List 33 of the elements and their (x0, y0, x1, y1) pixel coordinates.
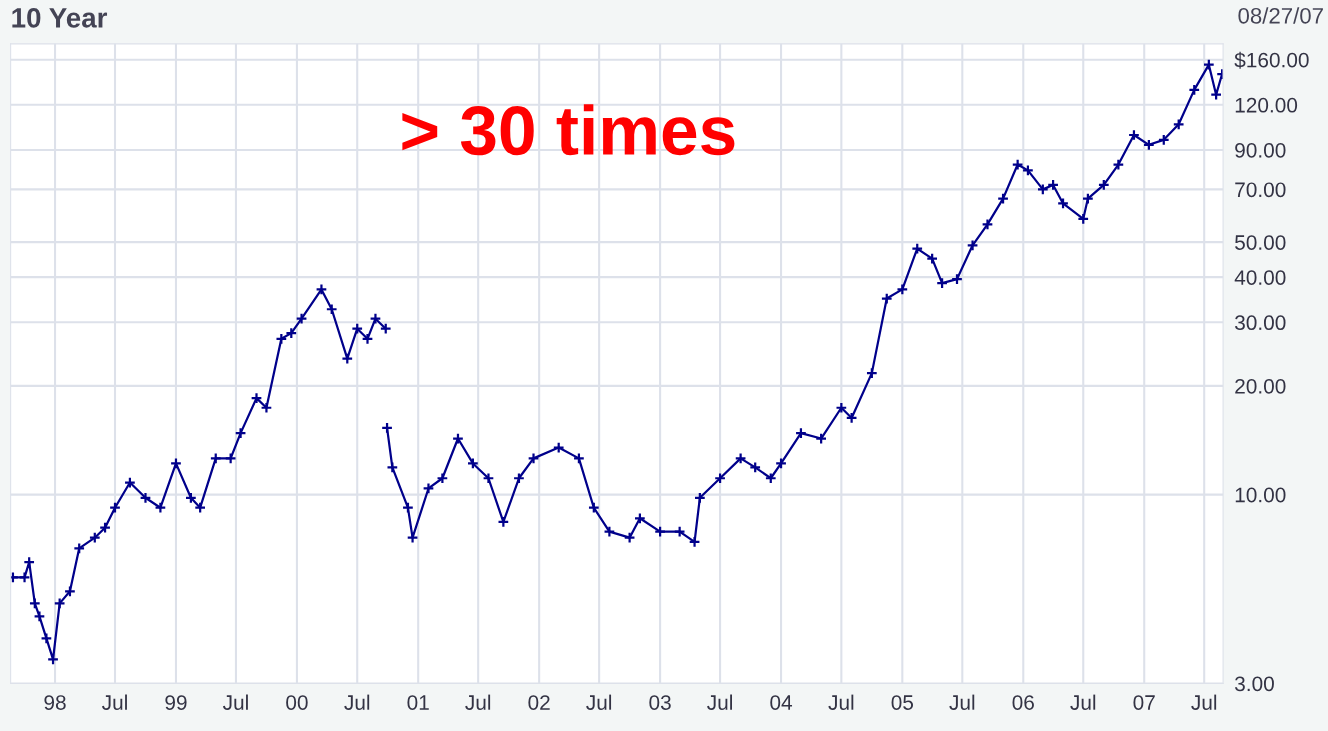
y-tick-label: 50.00 (1235, 235, 1286, 250)
y-tick-label: 3.00 (1234, 676, 1274, 692)
x-tick-label: 03 (649, 695, 671, 710)
x-tick-label: Jul (1191, 694, 1217, 710)
x-tick-label: Jul (102, 694, 127, 710)
x-tick-label: 99 (165, 695, 187, 710)
text: 08/27/07 (1238, 7, 1323, 24)
x-tick-label: 01 (407, 695, 429, 710)
x-tick-label: Jul (586, 694, 612, 710)
y-tick-label: $160.00 (1234, 51, 1309, 69)
x-tick-label: Jul (949, 694, 975, 710)
x-tick-label: Jul (828, 694, 854, 710)
x-tick-label: 04 (770, 695, 793, 710)
y-tick-label: 120.00 (1235, 97, 1298, 113)
x-tick-label: 02 (528, 695, 550, 710)
y-tick-label: 40.00 (1234, 270, 1286, 285)
x-tick-label: 98 (44, 695, 66, 710)
x-tick-label: Jul (465, 694, 491, 710)
x-tick-label: Jul (1070, 694, 1096, 710)
x-tick-label: Jul (344, 694, 370, 710)
x-tick-label: 00 (286, 695, 308, 710)
x-tick-label: 06 (1012, 695, 1034, 710)
chart-title: 10 Year (12, 8, 108, 28)
y-tick-label: 70.00 (1235, 182, 1286, 198)
x-tick-label: 05 (891, 695, 914, 710)
y-tick-label: 90.00 (1235, 142, 1286, 158)
y-tick-label: 10.00 (1235, 487, 1286, 503)
x-tick-label: Jul (707, 694, 732, 710)
x-tick-label: 07 (1133, 695, 1155, 710)
annotation: > 30 times (402, 104, 735, 156)
y-tick-label: 30.00 (1234, 315, 1286, 331)
y-tick-label: 20.00 (1235, 378, 1286, 394)
x-tick-label: Jul (222, 694, 248, 710)
